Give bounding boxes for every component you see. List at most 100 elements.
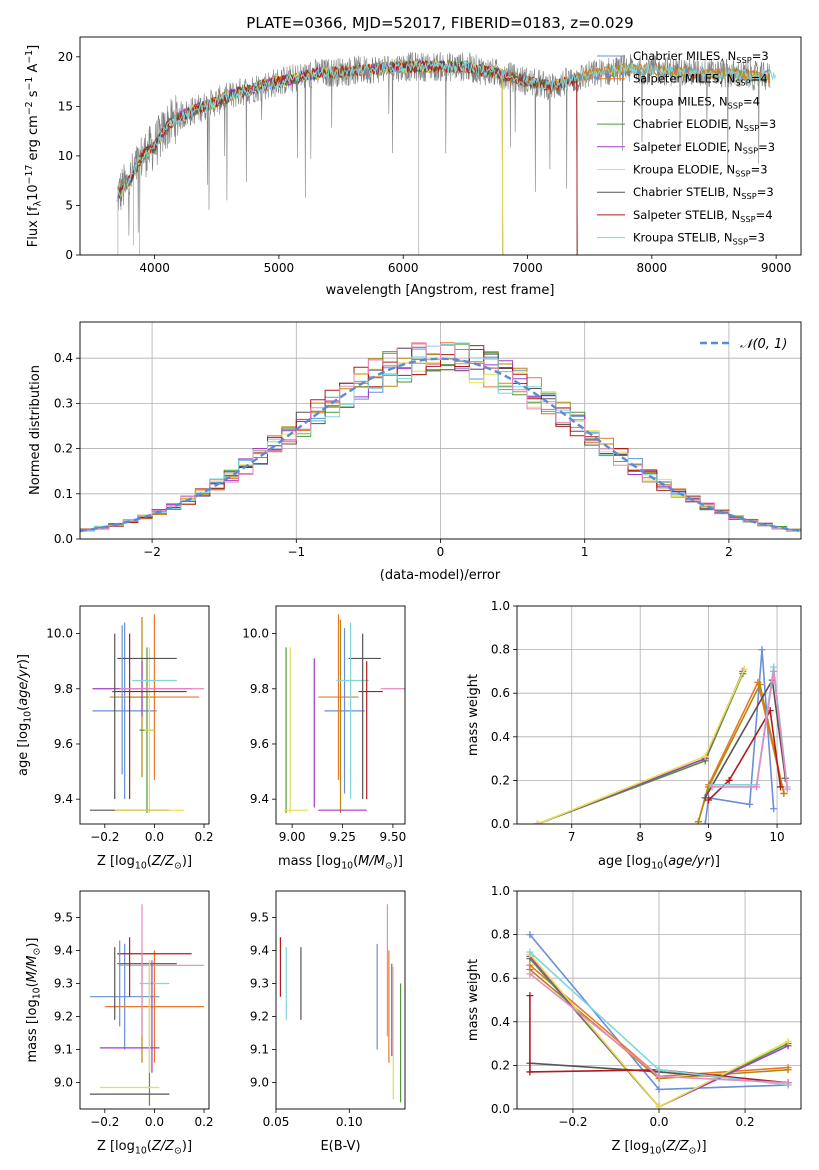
weight-marker xyxy=(526,970,534,978)
weight-marker xyxy=(758,646,766,654)
y-tick-label: 0.8 xyxy=(491,928,510,942)
y-axis-label: mass weight xyxy=(466,674,481,756)
y-tick-label: 0.2 xyxy=(54,442,73,456)
y-tick-label: 9.6 xyxy=(250,737,269,751)
legend-label: 𝒩(0, 1) xyxy=(740,337,787,352)
x-tick-label: 7 xyxy=(568,830,576,844)
x-tick-label: 0.05 xyxy=(263,1115,290,1129)
y-tick-label: 9.4 xyxy=(54,943,73,957)
y-tick-label: 0.1 xyxy=(54,487,73,501)
legend-label: Kroupa STELIB, NSSP=3 xyxy=(633,231,765,247)
y-tick-label: 9.5 xyxy=(54,910,73,924)
x-tick-label: 0 xyxy=(437,545,445,559)
legend-label: Chabrier STELIB, NSSP=3 xyxy=(633,185,774,201)
y-tick-label: 9.1 xyxy=(54,1043,73,1057)
x-axis-label: mass [log10(M/M⊙)] xyxy=(278,854,403,871)
y-tick-label: 9.8 xyxy=(250,682,269,696)
y-tick-label: 0.4 xyxy=(491,730,510,744)
axes-frame xyxy=(275,890,406,1110)
residuals-panel: −2 −1 0 1 2 0.0 0.1 0.2 0.3 0.4 𝒩(0, 1) (data-model… xyxy=(28,321,802,583)
weight-marker xyxy=(526,931,534,939)
mass-vs-ebv-plot-area xyxy=(279,904,402,1103)
y-tick-label: 9.6 xyxy=(54,737,73,751)
axes-frame xyxy=(516,890,802,1110)
x-tick-label: 0.2 xyxy=(194,1115,213,1129)
weight-marker xyxy=(784,1037,792,1045)
y-tick-label: 9.5 xyxy=(250,910,269,924)
weight-marker xyxy=(784,1066,792,1074)
histogram-step xyxy=(80,345,801,532)
spectrum-legend: Chabrier MILES, NSSP=3 Salpeter MILES, NS… xyxy=(597,49,776,246)
x-tick-label: 4000 xyxy=(139,261,170,275)
x-axis-label: Z [log10(Z/Z⊙)] xyxy=(611,1139,706,1156)
weight-marker xyxy=(783,785,791,793)
y-tick-label: 0.0 xyxy=(491,817,510,831)
y-tick-label: 1.0 xyxy=(491,884,510,898)
y-tick-label: 5 xyxy=(65,198,73,212)
y-tick-label: 0.6 xyxy=(491,686,510,700)
y-tick-label: 10 xyxy=(58,149,73,163)
axes-frame xyxy=(516,605,802,825)
x-tick-label: 0.2 xyxy=(194,830,213,844)
spectrum-panel: 4000 5000 6000 7000 8000 9000 0 5 10 15 20 Chabrier… xyxy=(24,36,802,298)
age-vs-mass-panel: 9.00 9.25 9.50 9.4 9.6 9.8 10.0 mass [log10(M/M… xyxy=(242,605,406,871)
y-tick-label: 9.3 xyxy=(54,976,73,990)
y-tick-label: 10.0 xyxy=(46,627,73,641)
y-axis-label: mass weight xyxy=(466,959,481,1041)
y-tick-label: 15 xyxy=(58,99,73,113)
weight-vs-Z-plot-area xyxy=(526,931,792,1109)
y-tick-label: 9.3 xyxy=(250,976,269,990)
x-tick-label: 0.0 xyxy=(649,1115,668,1129)
y-axis-label: Normed distribution xyxy=(28,365,43,495)
weight-marker xyxy=(740,665,748,673)
axes-frame xyxy=(275,605,406,825)
x-tick-label: −0.2 xyxy=(90,830,119,844)
legend-label: Salpeter STELIB, NSSP=4 xyxy=(633,208,773,224)
legend-label: Kroupa MILES, NSSP=4 xyxy=(633,94,760,110)
weight-marker xyxy=(746,800,754,808)
x-tick-label: 0.0 xyxy=(145,1115,164,1129)
x-tick-label: 8 xyxy=(636,830,644,844)
x-axis-label: wavelength [Angstrom, rest frame] xyxy=(326,283,555,298)
weight-line xyxy=(529,995,789,1084)
model-spectrum-line xyxy=(116,60,777,202)
legend-label: Salpeter ELODIE, NSSP=3 xyxy=(633,140,775,156)
weight-marker xyxy=(708,783,716,791)
x-tick-label: 2 xyxy=(725,545,733,559)
y-tick-label: 10.0 xyxy=(242,627,269,641)
y-tick-label: 0.2 xyxy=(491,1058,510,1072)
weight-line xyxy=(712,671,789,790)
y-tick-label: 0.2 xyxy=(491,773,510,787)
weight-marker xyxy=(526,992,534,1000)
y-tick-label: 0.4 xyxy=(491,1015,510,1029)
spectrum-plot-area xyxy=(116,51,777,255)
weight-marker xyxy=(753,783,761,791)
age-vs-Z-panel: −0.2 0.0 0.2 9.4 9.6 9.8 10.0 Z [log10(Z/Z⊙)] ag… xyxy=(16,605,214,871)
normal-curve xyxy=(80,357,801,533)
weight-vs-age-plot-area xyxy=(534,646,791,824)
figure-title: PLATE=0366, MJD=52017, FIBERID=0183, z=0… xyxy=(246,14,633,32)
weight-marker xyxy=(694,818,702,824)
weight-marker xyxy=(770,805,778,813)
x-axis-label: Z [log10(Z/Z⊙)] xyxy=(97,854,192,871)
y-tick-label: 0.8 xyxy=(491,643,510,657)
weight-line xyxy=(708,708,782,801)
axes-frame xyxy=(79,890,210,1110)
weight-marker xyxy=(526,948,534,956)
weight-vs-age-panel: 7 8 9 10 0.0 0.2 0.4 0.6 0.8 1.0 age [log10(age/yr… xyxy=(466,599,802,871)
mass-vs-ebv-panel: 0.05 0.10 9.0 9.1 9.2 9.3 9.4 9.5 E(B-V) xyxy=(250,890,406,1154)
x-tick-label: 0.10 xyxy=(336,1115,363,1129)
weight-marker xyxy=(770,667,778,675)
weight-marker xyxy=(526,1068,534,1076)
residuals-plot-area xyxy=(80,342,801,533)
y-tick-label: 1.0 xyxy=(491,599,510,613)
y-tick-label: 9.1 xyxy=(250,1043,269,1057)
x-tick-label: −2 xyxy=(143,545,161,559)
y-tick-label: 0.3 xyxy=(54,396,73,410)
x-tick-label: 0.0 xyxy=(145,830,164,844)
y-tick-label: 9.2 xyxy=(54,1010,73,1024)
x-tick-label: 1 xyxy=(581,545,589,559)
y-tick-label: 9.4 xyxy=(250,792,269,806)
weight-marker xyxy=(534,820,542,824)
y-tick-label: 9.0 xyxy=(54,1076,73,1090)
